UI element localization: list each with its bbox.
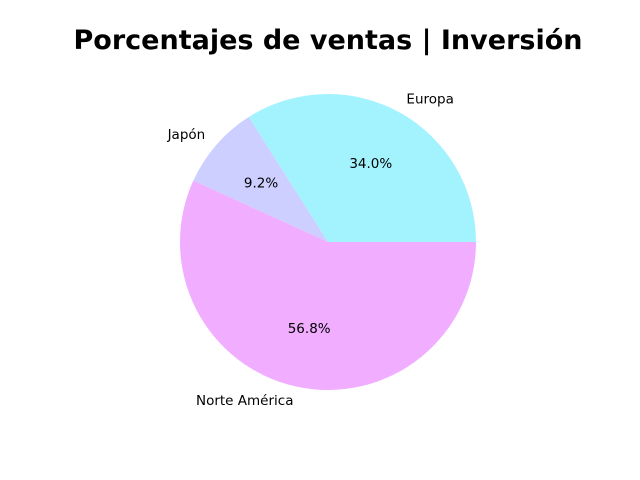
pie-slice-europa: [248, 93, 476, 242]
pie-slice-norte-america: [180, 180, 477, 390]
percent-label-japon: 9.2%: [244, 176, 278, 192]
slice-label-japon: Japón: [167, 127, 206, 143]
slice-label-europa: Europa: [406, 91, 453, 107]
pie-slices: [180, 93, 477, 390]
pie-labels: Europa 34.0% Japón 9.2% Norte América 56.8%: [167, 91, 454, 409]
percent-label-norte-america: 56.8%: [288, 321, 331, 337]
chart-title: Porcentajes de ventas | Inversión: [74, 25, 583, 56]
percent-label-europa: 34.0%: [349, 156, 392, 172]
slice-label-norte-america: Norte América: [196, 393, 294, 409]
pie-slice-japon: [193, 117, 328, 242]
